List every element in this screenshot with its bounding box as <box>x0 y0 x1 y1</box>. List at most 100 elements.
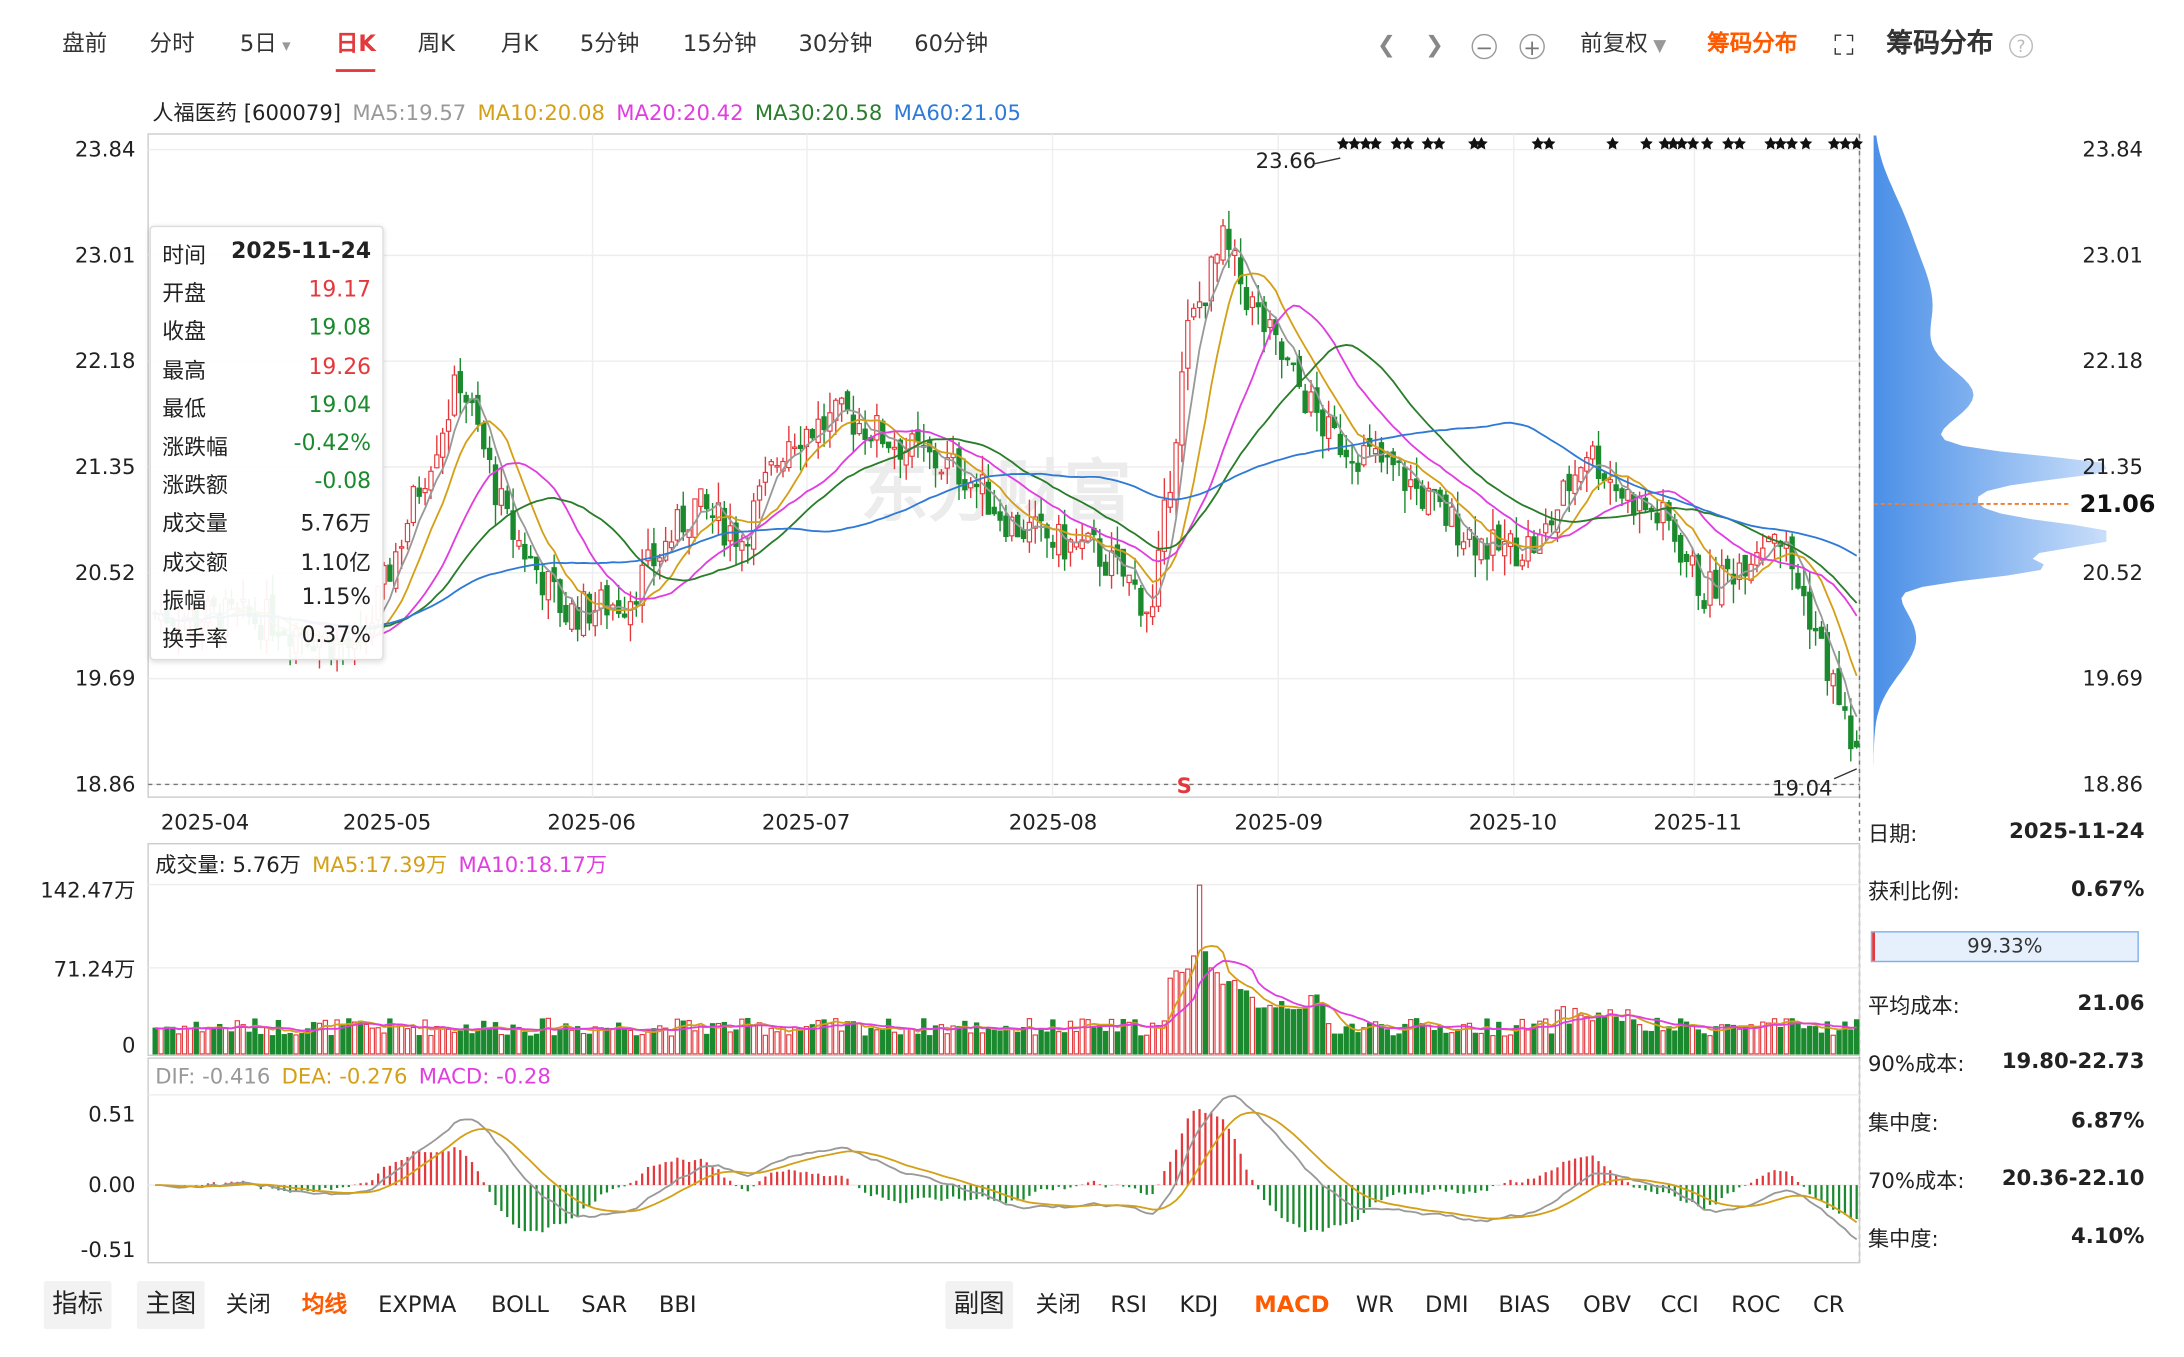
main-indicator-1[interactable]: 主图 <box>136 1281 205 1330</box>
macd-tick: 0.00 <box>88 1172 136 1198</box>
tab-4[interactable]: 周K <box>417 29 455 57</box>
volume-bar <box>1818 1032 1825 1055</box>
signal-marker <box>1827 136 1841 150</box>
main-indicator-6[interactable]: SAR <box>581 1290 628 1318</box>
tab-8[interactable]: 30分钟 <box>798 29 873 57</box>
volume-bar <box>1267 1004 1273 1055</box>
main-indicator-0[interactable]: 指标 <box>43 1281 112 1330</box>
sub-indicator-0[interactable]: 副图 <box>945 1281 1013 1330</box>
volume-bar <box>1501 1035 1508 1055</box>
volume-bar <box>293 1034 299 1055</box>
volume-bar <box>1660 1030 1666 1055</box>
volume-bar <box>1789 1018 1795 1055</box>
volume-bar <box>1419 1023 1426 1055</box>
main-indicator-7[interactable]: BBI <box>658 1290 697 1318</box>
candle-body <box>1384 454 1390 458</box>
sub-indicator-11[interactable]: CR <box>1812 1290 1845 1318</box>
tab-3[interactable]: 日K <box>335 28 377 72</box>
next-arrow-icon[interactable]: ❯ <box>1424 31 1444 58</box>
volume-bar <box>522 1031 528 1055</box>
tab-0[interactable]: 盘前 <box>62 29 108 57</box>
signal-marker <box>1764 136 1777 150</box>
tooltip-key: 换手率 <box>162 626 228 652</box>
zoom-in-icon[interactable]: + <box>1519 33 1545 61</box>
volume-bar <box>803 1026 810 1055</box>
sub-indicator-8[interactable]: OBV <box>1582 1290 1631 1318</box>
zoom-out-icon[interactable]: − <box>1471 33 1497 61</box>
volume-bar <box>1149 1022 1156 1055</box>
volume-bar <box>1783 1018 1789 1055</box>
tab-9[interactable]: 60分钟 <box>914 29 989 57</box>
sell-marker: S <box>1177 773 1192 798</box>
adjust-dropdown[interactable]: 前复权 ▼ <box>1580 28 1666 60</box>
volume-bar <box>475 1029 481 1055</box>
date-tick: 2025-06 <box>547 809 636 836</box>
main-indicator-5[interactable]: BOLL <box>490 1290 549 1318</box>
fullscreen-icon[interactable]: ⛶ <box>1834 28 1854 63</box>
volume-bar <box>381 1032 387 1055</box>
tab-2[interactable]: 5日 ▾ <box>239 29 291 57</box>
candle-body <box>774 465 780 468</box>
volume-bar <box>1056 1031 1062 1055</box>
chip-stat-key: 集中度: <box>1867 1226 1939 1252</box>
volume-bar <box>193 1021 199 1055</box>
volume-bar <box>1114 1031 1121 1055</box>
volume-bar <box>199 1031 205 1055</box>
volume-bar <box>1730 1024 1737 1055</box>
candle-body <box>1284 357 1291 361</box>
sub-indicator-4[interactable]: MACD <box>1254 1290 1330 1318</box>
tab-1[interactable]: 分时 <box>149 29 195 57</box>
volume-bar <box>252 1018 258 1055</box>
sub-indicator-3[interactable]: KDJ <box>1179 1290 1219 1318</box>
volume-bar <box>539 1018 546 1055</box>
tooltip-key: 成交额 <box>162 549 228 576</box>
candle-body <box>1513 537 1520 567</box>
candle-body <box>1683 554 1690 563</box>
chip-stat-row: 集中度: 4.10% <box>1868 1223 2145 1254</box>
volume-bar <box>1842 1021 1848 1055</box>
candle-body <box>1425 487 1432 515</box>
volume-bar <box>1607 1009 1613 1055</box>
price-tick-right: 20.52 <box>2082 560 2144 586</box>
main-indicator-2[interactable]: 关闭 <box>225 1290 271 1318</box>
sub-indicator-9[interactable]: CCI <box>1660 1290 1699 1318</box>
sub-indicator-7[interactable]: BIAS <box>1498 1290 1551 1318</box>
main-indicator-4[interactable]: EXPMA <box>378 1290 457 1318</box>
candle-body <box>768 461 774 466</box>
volume-bar <box>1132 1019 1138 1055</box>
tab-7[interactable]: 15分钟 <box>682 29 757 57</box>
sub-indicator-10[interactable]: ROC <box>1731 1290 1781 1318</box>
signal-marker <box>1733 136 1746 150</box>
prev-arrow-icon[interactable]: ❮ <box>1376 31 1396 58</box>
candle-body <box>786 441 792 469</box>
tooltip-row: 收盘 19.08 <box>162 315 371 346</box>
tooltip-row: 时间 2025-11-24 <box>162 238 371 269</box>
ma30-label: MA30:20.58 <box>754 100 883 126</box>
ma-legend: 人福医药 [600079] MA5:19.57 MA10:20.08 MA20:20.… <box>152 97 1032 127</box>
volume-bar <box>1108 1018 1115 1055</box>
chip-distribution-link[interactable]: 筹码分布 <box>1707 29 1798 57</box>
sub-indicator-5[interactable]: WR <box>1355 1290 1394 1318</box>
help-icon[interactable]: ? <box>2009 33 2034 58</box>
volume-bar <box>1020 1027 1027 1055</box>
sub-indicator-6[interactable]: DMI <box>1424 1290 1469 1318</box>
candle-body <box>440 432 446 458</box>
price-tick-right: 19.69 <box>2082 665 2144 692</box>
volume-bar <box>398 1024 405 1055</box>
candle-body <box>557 579 563 614</box>
sub-indicator-1[interactable]: 关闭 <box>1035 1290 1081 1318</box>
main-indicator-3[interactable]: 均线 <box>301 1290 348 1318</box>
sub-indicator-2[interactable]: RSI <box>1110 1290 1148 1318</box>
candle-body <box>1132 579 1138 585</box>
candle-body <box>1243 287 1250 310</box>
volume-bar <box>428 1034 434 1055</box>
volume-bar <box>1009 1028 1015 1055</box>
tooltip-value: 19.08 <box>308 315 372 341</box>
candle-body <box>1419 485 1426 509</box>
volume-bar <box>328 1034 334 1055</box>
tab-5[interactable]: 月K <box>500 29 539 57</box>
candle-body <box>604 585 610 616</box>
tab-6[interactable]: 5分钟 <box>579 29 640 57</box>
volume-bar <box>1484 1018 1490 1055</box>
